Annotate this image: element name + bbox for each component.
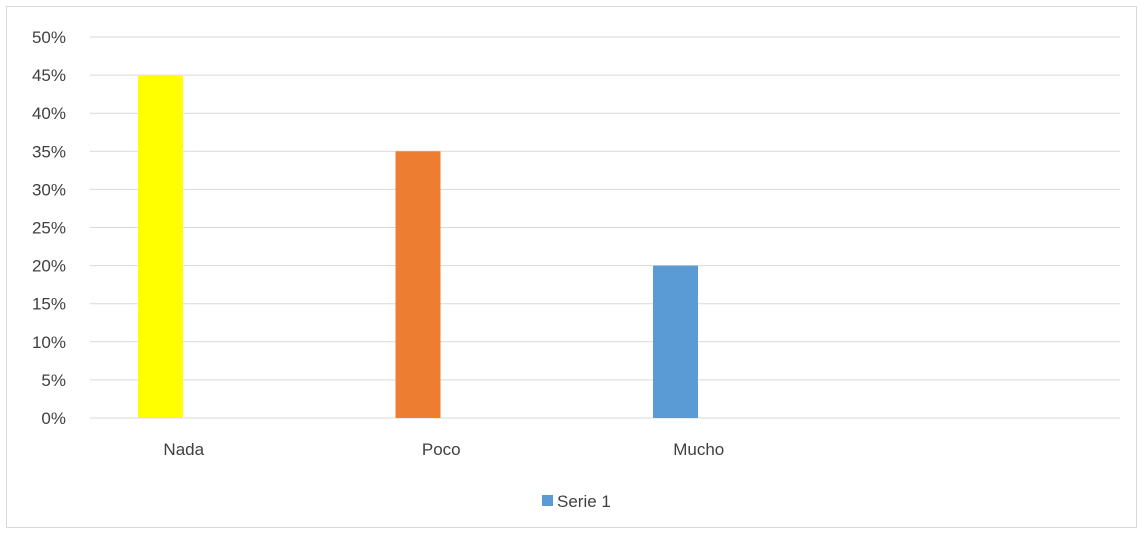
y-tick-label: 5% — [41, 371, 66, 390]
y-tick-label: 30% — [32, 180, 66, 199]
legend-label: Serie 1 — [557, 492, 611, 511]
y-tick-label: 40% — [32, 104, 66, 123]
x-tick-label: Nada — [163, 440, 204, 459]
y-tick-label: 25% — [32, 219, 66, 238]
y-tick-label: 50% — [32, 28, 66, 47]
x-tick-label: Poco — [422, 440, 461, 459]
y-tick-label: 15% — [32, 295, 66, 314]
bar-nada — [138, 75, 183, 418]
y-tick-label: 45% — [32, 66, 66, 85]
bar-mucho — [653, 265, 698, 418]
y-tick-label: 35% — [32, 142, 66, 161]
chart-frame — [6, 6, 1137, 528]
bar-poco — [395, 151, 441, 419]
legend-swatch — [542, 495, 553, 506]
y-tick-label: 0% — [41, 409, 66, 428]
y-tick-label: 10% — [32, 333, 66, 352]
x-tick-label: Mucho — [673, 440, 724, 459]
y-tick-label: 20% — [32, 257, 66, 276]
